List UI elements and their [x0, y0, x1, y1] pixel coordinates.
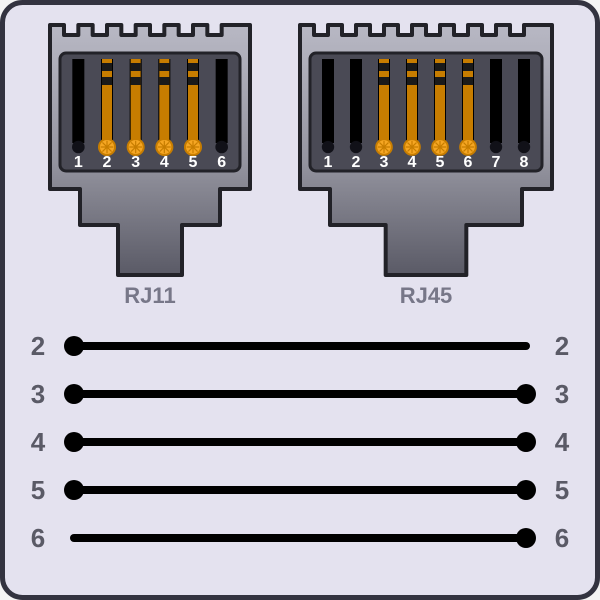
- rj45-connector-blank-contact: [322, 141, 334, 153]
- map-left-dot: [64, 384, 84, 404]
- rj45-connector-blank-contact: [490, 141, 502, 153]
- map-left-dot: [64, 336, 84, 356]
- map-left-label: 2: [31, 331, 45, 361]
- rj45-connector-pin-number: 4: [408, 154, 417, 171]
- map-left-dot: [64, 480, 84, 500]
- rj11-connector-pin-number: 6: [217, 154, 226, 171]
- rj11-connector-pin-number: 4: [160, 154, 169, 171]
- rj11-connector-window: [60, 53, 240, 171]
- map-right-label: 6: [555, 523, 569, 553]
- rj45-connector-blank-contact: [518, 141, 530, 153]
- rj11-connector-label: RJ11: [124, 283, 175, 308]
- map-left-label: 6: [31, 523, 45, 553]
- map-right-label: 5: [555, 475, 569, 505]
- rj45-connector-label: RJ45: [400, 283, 453, 308]
- diagram-root: 1 2 3 4 5 6 RJ11 1 2 3 4 5 6 7 8 RJ45 2 2 3 3 4 4 5 5 6 6: [0, 0, 600, 600]
- map-right-dot: [516, 480, 536, 500]
- rj45-connector-pin-number: 3: [380, 154, 389, 171]
- rj11-connector-pin-number: 3: [131, 154, 140, 171]
- map-left-dot: [64, 432, 84, 452]
- rj45-connector-pin-slot: [518, 59, 530, 143]
- map-right-dot: [516, 384, 536, 404]
- map-right-label: 2: [555, 331, 569, 361]
- map-right-label: 3: [555, 379, 569, 409]
- map-left-label: 5: [31, 475, 45, 505]
- rj45-connector-pin-slot: [490, 59, 502, 143]
- rj45-connector-pin-number: 5: [436, 154, 445, 171]
- rj45-connector-blank-contact: [350, 141, 362, 153]
- diagram-svg: 1 2 3 4 5 6 RJ11 1 2 3 4 5 6 7 8 RJ45 2 2 3 3 4 4 5 5 6 6: [0, 0, 600, 600]
- rj11-connector-blank-contact: [72, 141, 85, 154]
- rj11-connector-pin-slot: [72, 59, 84, 143]
- rj45-connector-pin-slot: [350, 59, 362, 143]
- rj11-connector-pin-number: 5: [189, 154, 198, 171]
- map-left-label: 3: [31, 379, 45, 409]
- rj45-connector-pin-number: 1: [324, 154, 333, 171]
- rj11-connector-pin-number: 2: [103, 154, 112, 171]
- rj11-connector-pin-slot: [216, 59, 228, 143]
- rj11-connector-blank-contact: [215, 141, 228, 154]
- rj45-connector-pin-slot: [322, 59, 334, 143]
- map-right-label: 4: [555, 427, 570, 457]
- rj45-connector-pin-number: 2: [352, 154, 361, 171]
- rj45-connector-pin-number: 7: [492, 154, 501, 171]
- rj45-connector-pin-number: 6: [464, 154, 473, 171]
- map-right-dot: [516, 432, 536, 452]
- rj11-connector-pin-number: 1: [74, 154, 83, 171]
- rj45-connector-window: [310, 53, 542, 171]
- rj45-connector-pin-number: 8: [520, 154, 529, 171]
- map-left-label: 4: [31, 427, 46, 457]
- map-right-dot: [516, 528, 536, 548]
